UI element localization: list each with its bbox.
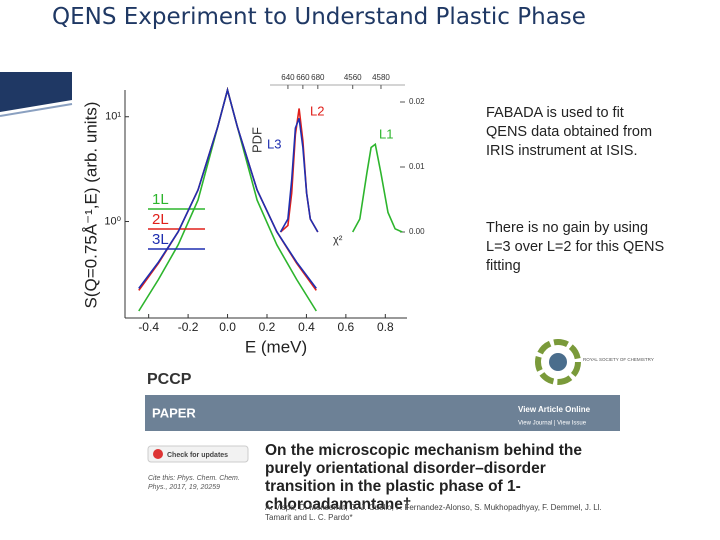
publisher: ROYAL SOCIETY OF CHEMISTRY (583, 357, 654, 362)
updates-icon (153, 449, 163, 459)
x-tick-label: -0.2 (178, 320, 199, 334)
inset-x-tick-label: 640 (281, 73, 295, 82)
inset-series-label: L2 (310, 103, 324, 118)
x-tick-label: 0.4 (298, 320, 315, 334)
rsc-logo (535, 339, 581, 385)
y-tick-label: 10¹ (105, 111, 121, 123)
x-tick-label: 0.2 (259, 320, 276, 334)
x-tick-label: 0.6 (338, 320, 355, 334)
x-tick-label: -0.4 (138, 320, 159, 334)
y-axis-label: S(Q=0.75Å⁻¹,E) (arb. units) (81, 102, 100, 309)
section: PAPER (152, 405, 196, 420)
inset-series-label: L3 (267, 136, 281, 151)
view-links[interactable]: View Journal | View Issue (518, 421, 587, 427)
inset-y-tick-label: 0.02 (409, 97, 425, 106)
decor-line (0, 103, 73, 117)
rsc-logo-core (549, 353, 567, 371)
inset-x-tick-label: 4580 (372, 73, 390, 82)
view-online[interactable]: View Article Online (518, 405, 591, 414)
paper-cite: Cite this: Phys. Chem. Chem. Phys., 2017… (148, 475, 240, 491)
journal: PCCP (147, 371, 192, 388)
inset-y-tick-label: 0.01 (409, 162, 425, 171)
x-tick-label: 0.0 (219, 320, 236, 334)
inset-x-tick-label: 4560 (344, 73, 362, 82)
legend-label: 2L (152, 211, 169, 228)
series-line (351, 142, 403, 233)
inset-y-tick-label: 0.00 (409, 227, 425, 236)
x-axis-label: E (meV) (245, 337, 307, 356)
inset-series-label: L1 (379, 126, 393, 141)
paper-title: On the microscopic mechanism behind the … (265, 442, 582, 513)
inset-annotation: χ² (333, 234, 343, 246)
x-tick-label: 0.8 (377, 320, 394, 334)
series-line (279, 118, 319, 233)
series-line (138, 86, 317, 289)
updates[interactable]: Check for updates (167, 452, 228, 459)
paper-authors: A. Vispa, D. Monserrat, G. J. Cuello, F.… (265, 503, 602, 522)
decor-shape (0, 72, 72, 112)
inset-y-label: PDF (249, 127, 264, 153)
inset-x-tick-label: 660 (296, 73, 310, 82)
inset-x-tick-label: 680 (311, 73, 325, 82)
legend-label: 3L (152, 231, 169, 248)
legend-label: 1L (152, 191, 169, 208)
note: There is no gain by using L=3 over L=2 f… (486, 220, 665, 274)
paper-banner (145, 395, 620, 431)
series-line (279, 108, 319, 233)
note: FABADA is used to fit QENS data obtained… (486, 105, 653, 159)
slide-title: QENS Experiment to Understand Plastic Ph… (52, 4, 586, 30)
updates-box[interactable] (147, 445, 249, 463)
y-tick-label: 10⁰ (104, 215, 121, 227)
